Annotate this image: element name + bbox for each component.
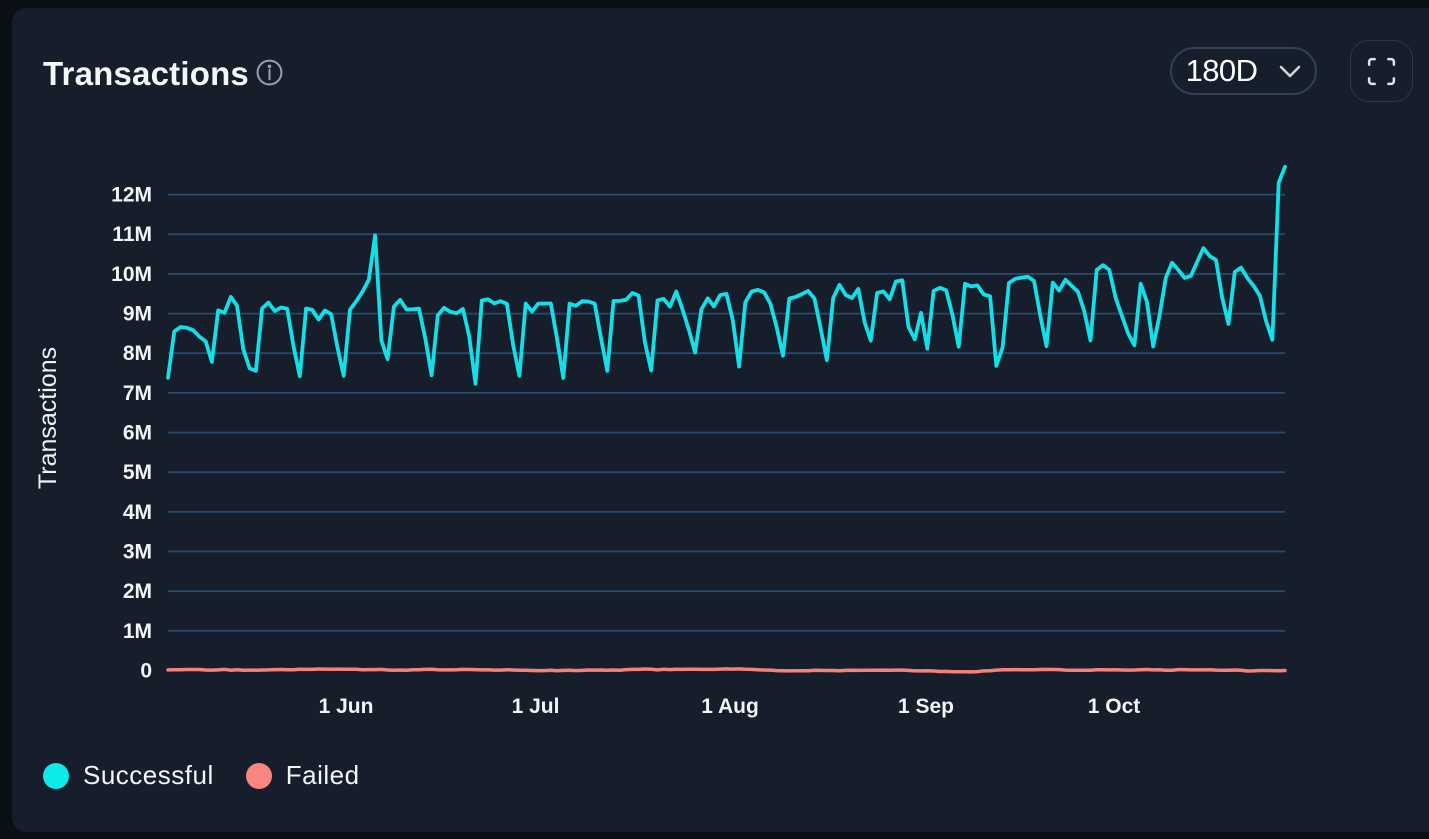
svg-text:0: 0 [140, 660, 152, 683]
svg-text:4M: 4M [123, 501, 152, 524]
svg-text:2M: 2M [123, 580, 152, 603]
svg-text:5M: 5M [123, 461, 152, 484]
svg-text:11M: 11M [112, 223, 152, 246]
svg-text:1 Aug: 1 Aug [701, 695, 759, 718]
svg-text:1 Sep: 1 Sep [898, 695, 954, 718]
svg-text:12M: 12M [111, 184, 152, 207]
svg-text:8M: 8M [123, 342, 152, 365]
svg-text:3M: 3M [123, 541, 152, 564]
svg-text:1M: 1M [123, 620, 152, 643]
svg-text:6M: 6M [123, 422, 152, 445]
svg-text:1 Jun: 1 Jun [319, 695, 374, 718]
svg-text:1 Jul: 1 Jul [512, 695, 560, 718]
svg-text:9M: 9M [123, 303, 152, 326]
svg-text:7M: 7M [123, 382, 152, 405]
svg-text:Transactions: Transactions [34, 347, 62, 489]
svg-text:10M: 10M [111, 263, 152, 286]
svg-text:1 Oct: 1 Oct [1088, 695, 1141, 718]
